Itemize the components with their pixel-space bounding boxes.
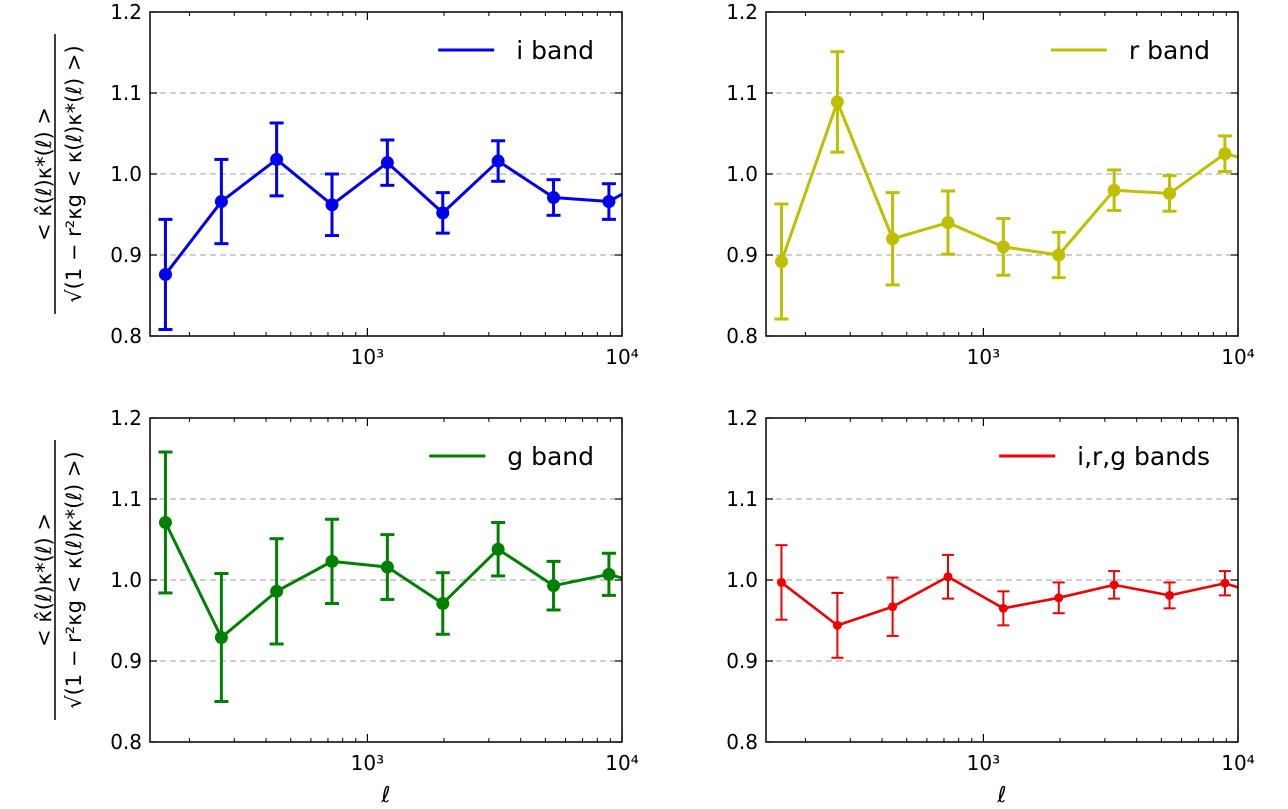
panel-4: 0.8 0.9 1.0 1.1 1.2 10³ 10⁴ i,r,g bands (726, 406, 1255, 775)
series-line (164, 157, 622, 276)
data-point (1163, 186, 1177, 200)
legend-label: g band (507, 442, 594, 471)
series-4 (775, 544, 1238, 659)
data-point (776, 577, 786, 587)
ytick-label: 0.9 (726, 649, 758, 673)
data-point (436, 206, 450, 220)
xlabel-left: ℓ (380, 783, 390, 808)
series-3 (158, 450, 622, 703)
data-point (547, 190, 561, 204)
xtick-label: 10³ (351, 751, 384, 775)
data-point (491, 542, 505, 556)
xtick-label: 10⁴ (1221, 345, 1254, 369)
ytick-label: 1.1 (110, 487, 142, 511)
legend-label: i band (516, 36, 594, 65)
series-line (164, 521, 622, 640)
ytick-label: 0.8 (726, 324, 758, 348)
ytick-label: 0.9 (110, 649, 142, 673)
ytick-label: 1.1 (110, 81, 142, 105)
data-point (943, 572, 953, 582)
data-point (158, 515, 172, 529)
xlabel-right: ℓ (996, 783, 1006, 808)
xtick-label: 10³ (967, 751, 1000, 775)
data-point (888, 602, 898, 612)
ylabel-denominator: √(1 − r²κg < κ(ℓ)κ*(ℓ) >) (62, 45, 86, 302)
data-point (886, 232, 900, 246)
legend: i,r,g bands (999, 442, 1210, 471)
data-point (602, 195, 616, 209)
series-line (780, 575, 1238, 627)
data-point (325, 198, 339, 212)
xtick-label: 10⁴ (605, 345, 638, 369)
data-point (214, 195, 228, 209)
data-point (774, 254, 788, 268)
ytick-label: 1.0 (110, 162, 142, 186)
legend: g band (429, 442, 594, 471)
ytick-label: 1.0 (726, 162, 758, 186)
ylabel-top: < κ̂(ℓ)κ*(ℓ) > √(1 − r²κg < κ(ℓ)κ*(ℓ) >) (32, 34, 86, 314)
xtick-label: 10⁴ (1221, 751, 1254, 775)
data-point (1220, 578, 1230, 588)
ytick-label: 1.1 (726, 81, 758, 105)
ytick-label: 0.8 (110, 324, 142, 348)
data-point (547, 579, 561, 593)
data-point (1218, 147, 1232, 161)
ytick-label: 1.0 (110, 568, 142, 592)
plot-frame (765, 417, 1239, 743)
panel-2: 0.8 0.9 1.0 1.1 1.2 10³ 10⁴ r band (726, 0, 1255, 369)
plot-frame (149, 11, 623, 337)
ylabel-numerator: < κ̂(ℓ)κ*(ℓ) > (32, 513, 56, 647)
xtick-label: 10³ (351, 345, 384, 369)
ytick-label: 1.2 (726, 406, 758, 430)
legend-label: i,r,g bands (1077, 442, 1210, 471)
xtick-label: 10³ (967, 345, 1000, 369)
data-point (1052, 248, 1066, 262)
ytick-label: 0.8 (110, 730, 142, 754)
plot-frame (765, 11, 1239, 337)
data-point (158, 267, 172, 281)
data-point (998, 603, 1008, 613)
ylabel-bottom: < κ̂(ℓ)κ*(ℓ) > √(1 − r²κg < κ(ℓ)κ*(ℓ) >) (32, 440, 86, 720)
data-point (380, 560, 394, 574)
ytick-label: 1.2 (726, 0, 758, 24)
data-point (380, 156, 394, 170)
legend-label: r band (1129, 36, 1210, 65)
ytick-label: 0.9 (110, 243, 142, 267)
series-1 (158, 121, 622, 332)
data-point (325, 554, 339, 568)
data-point (1109, 580, 1119, 590)
data-point (270, 152, 284, 166)
data-point (832, 620, 842, 630)
data-point (941, 216, 955, 230)
data-point (436, 596, 450, 610)
data-point (214, 631, 228, 645)
legend: r band (1050, 36, 1210, 65)
panel-1: 0.8 0.9 1.0 1.1 1.2 10³ 10⁴ i band (110, 0, 639, 369)
ytick-label: 1.1 (726, 487, 758, 511)
series-2 (774, 50, 1238, 321)
ytick-label: 0.9 (726, 243, 758, 267)
data-point (1165, 590, 1175, 600)
series-line (780, 100, 1238, 262)
xtick-label: 10⁴ (605, 751, 638, 775)
panel-3: 0.8 0.9 1.0 1.1 1.2 10³ 10⁴ g band (110, 406, 639, 775)
data-point (830, 95, 844, 109)
data-point (1107, 183, 1121, 197)
ylabel-denominator: √(1 − r²κg < κ(ℓ)κ*(ℓ) >) (62, 451, 86, 708)
ytick-label: 1.0 (726, 568, 758, 592)
data-point (491, 154, 505, 168)
data-point (996, 240, 1010, 254)
ytick-label: 1.2 (110, 406, 142, 430)
ylabel-numerator: < κ̂(ℓ)κ*(ℓ) > (32, 107, 56, 241)
data-point (1054, 593, 1064, 603)
legend: i band (438, 36, 594, 65)
data-point (602, 567, 616, 581)
ytick-label: 0.8 (726, 730, 758, 754)
data-point (270, 584, 284, 598)
ytick-label: 1.2 (110, 0, 142, 24)
plot-frame (149, 417, 623, 743)
